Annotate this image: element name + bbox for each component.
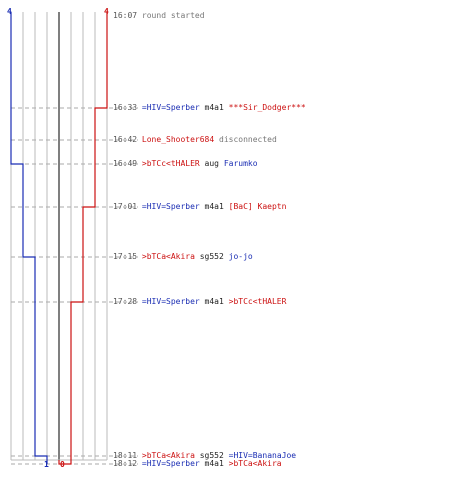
- event-entry: 16:33 =HIV=Sperber m4a1 ***Sir_Dodger***: [113, 103, 306, 113]
- player-name: =HIV=Sperber: [141, 202, 200, 211]
- event-time: 17:28: [113, 297, 138, 306]
- blue-end-score: 1: [44, 460, 49, 469]
- player-name: >bTCc<tHALER: [141, 159, 200, 168]
- blue-start-score: 4: [7, 7, 12, 16]
- event-time: 17:01: [113, 202, 138, 211]
- player-name: jo-jo: [228, 252, 253, 261]
- player-name: [BaC] Kaeptn: [228, 202, 287, 211]
- event-entry: 16:42 Lone_Shooter684 disconnected: [113, 135, 277, 145]
- event-time: 16:49: [113, 159, 138, 168]
- weapon-name: m4a1: [204, 297, 224, 306]
- event-entry: 18:12 =HIV=Sperber m4a1 >bTCa<Akira: [113, 459, 282, 469]
- weapon-name: m4a1: [204, 459, 224, 468]
- weapon-name: sg552: [199, 451, 224, 460]
- player-name: =HIV=Sperber: [141, 297, 200, 306]
- weapon-name: m4a1: [204, 103, 224, 112]
- player-name: >bTCa<Akira: [141, 252, 195, 261]
- player-name: >bTCa<Akira: [141, 451, 195, 460]
- event-entry: 17:01 =HIV=Sperber m4a1 [BaC] Kaeptn: [113, 202, 286, 212]
- event-entry: 16:49 >bTCc<tHALER aug Farumko: [113, 159, 258, 169]
- event-entry: 17:15 >bTCa<Akira sg552 jo-jo: [113, 252, 253, 262]
- red-start-score: 4: [104, 7, 109, 16]
- player-name: =HIV=Sperber: [141, 103, 200, 112]
- event-time: 16:33: [113, 103, 138, 112]
- player-name: =HIV=BananaJoe: [228, 451, 297, 460]
- event-time: 18:12: [113, 459, 138, 468]
- blue-team-alive-line: [10, 12, 48, 464]
- event-entry: 18:11 >bTCa<Akira sg552 =HIV=BananaJoe: [113, 451, 296, 461]
- event-entry: 16:07 round started: [113, 11, 205, 21]
- player-name: ***Sir_Dodger***: [228, 103, 306, 112]
- weapon-name: aug: [204, 159, 219, 168]
- weapon-name: sg552: [199, 252, 224, 261]
- player-name: Lone_Shooter684: [141, 135, 215, 144]
- player-name: >bTCc<tHALER: [228, 297, 287, 306]
- red-team-alive-line: [58, 12, 108, 465]
- event-time: 18:11: [113, 451, 138, 460]
- event-entry: 17:28 =HIV=Sperber m4a1 >bTCc<tHALER: [113, 297, 286, 307]
- red-end-score: 0: [60, 460, 65, 469]
- event-time: 16:42: [113, 135, 138, 144]
- player-name: Farumko: [223, 159, 258, 168]
- event-time: 17:15: [113, 252, 138, 261]
- event-text: disconnected: [219, 135, 277, 144]
- weapon-name: m4a1: [204, 202, 224, 211]
- event-time: 16:07: [113, 11, 138, 20]
- player-name: >bTCa<Akira: [228, 459, 282, 468]
- event-text: round started: [141, 11, 205, 20]
- player-name: =HIV=Sperber: [141, 459, 200, 468]
